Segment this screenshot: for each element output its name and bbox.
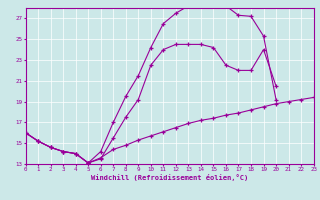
X-axis label: Windchill (Refroidissement éolien,°C): Windchill (Refroidissement éolien,°C)	[91, 174, 248, 181]
